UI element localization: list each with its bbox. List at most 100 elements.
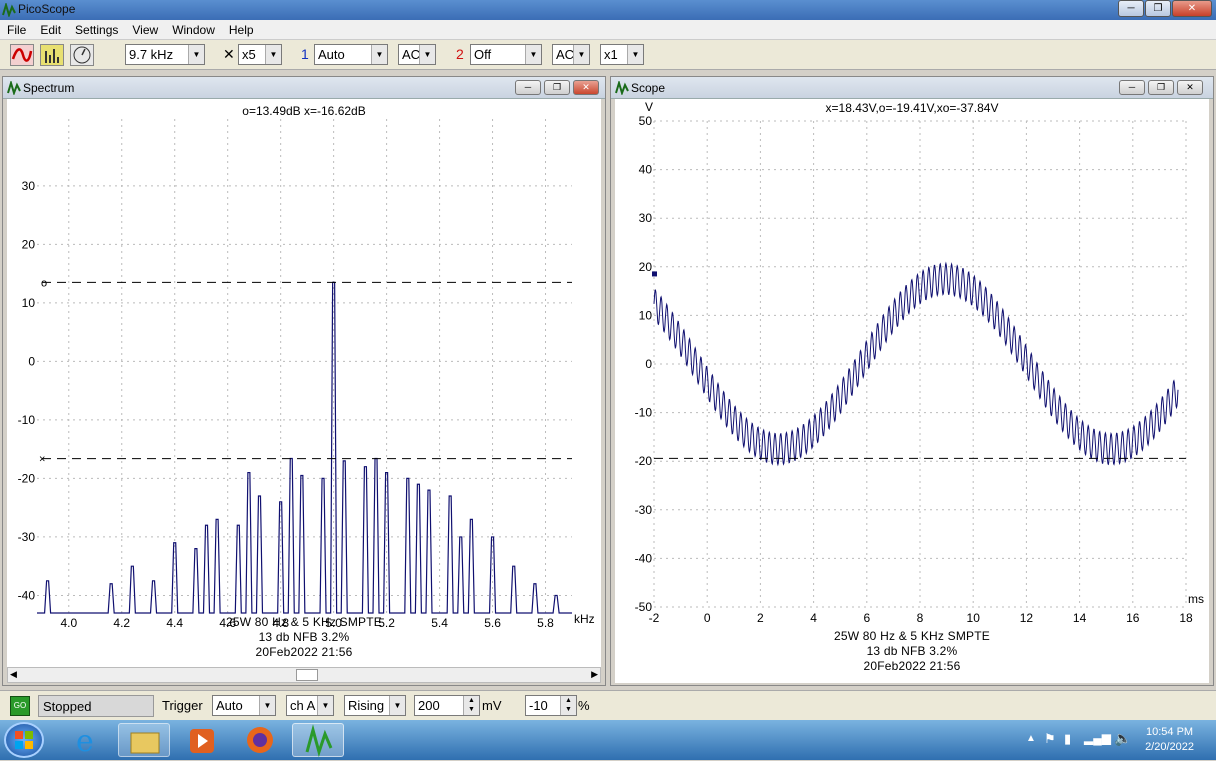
y-tick-label: -30: [635, 503, 653, 517]
ch1-range-select[interactable]: Auto ▼: [314, 44, 388, 65]
spectrum-bars-icon: [45, 49, 59, 63]
flag-icon[interactable]: ⚑: [1044, 731, 1056, 746]
scope-title: Scope: [631, 81, 666, 95]
x-tick-label: 0: [704, 611, 711, 625]
spinner-icon[interactable]: ▲ ▼: [463, 696, 479, 715]
ch2-mult-select[interactable]: x1 ▼: [600, 44, 644, 65]
spinner-icon[interactable]: ▲ ▼: [560, 696, 576, 715]
ch2-coupling-value: AC: [556, 47, 575, 62]
scope-readout: x=18.43V,o=-19.41V,xo=-37.84V: [825, 101, 999, 115]
menu-settings[interactable]: Settings: [75, 23, 119, 37]
chevron-down-icon: ▼: [627, 45, 643, 64]
menu-view[interactable]: View: [132, 23, 159, 37]
ch2-range-select[interactable]: Off ▼: [470, 44, 542, 65]
x-axis-unit: kHz: [574, 612, 595, 626]
toolbar: 9.7 kHz ▼ ✕ x5 ▼ 1 Auto ▼ AC ▼ 2 Off ▼ AC ▼ x1…: [0, 40, 1216, 70]
menu-edit[interactable]: Edit: [40, 23, 62, 37]
svg-text:e: e: [76, 724, 94, 757]
trigger-edge-select[interactable]: Rising ▼: [344, 695, 406, 716]
x-tick-label: 4.4: [166, 616, 183, 630]
taskbar-explorer[interactable]: [118, 723, 170, 757]
go-button[interactable]: GO: [10, 696, 30, 716]
spectrum-close-button[interactable]: ✕: [573, 80, 599, 95]
taskbar-media-player[interactable]: [176, 723, 228, 757]
trigger-mode-value: Auto: [216, 698, 243, 713]
spectrum-window: Spectrum ─ ❐ ✕ o=13.49dB x=-16.62dB 30 20…: [2, 76, 606, 686]
y-tick-label: 0: [645, 357, 652, 371]
spectrum-horizontal-scrollbar[interactable]: ◀ ▶: [7, 667, 601, 683]
system-tray: ▲ ⚑ ▮ ▂▄▆ 🔈 10:54 PM 2/20/2022: [996, 720, 1216, 760]
scope-restore-button[interactable]: ❐: [1148, 80, 1174, 95]
menu-bar: File Edit Settings View Window Help: [0, 20, 1216, 40]
trigger-delay-input[interactable]: -10 ▲ ▼: [525, 695, 577, 716]
y-tick-label: -10: [635, 406, 653, 420]
scope-plot-area[interactable]: x=18.43V,o=-19.41V,xo=-37.84V 50 40 30 20 10…: [615, 99, 1209, 683]
taskbar-firefox[interactable]: [234, 723, 286, 757]
x-tick-label: 5.2: [378, 616, 395, 630]
scope-close-button[interactable]: ✕: [1177, 80, 1203, 95]
clock[interactable]: 10:54 PM 2/20/2022: [1145, 725, 1194, 755]
spectrum-restore-button[interactable]: ❐: [544, 80, 570, 95]
scope-caption-line-2: 13 db NFB 3.2%: [866, 644, 958, 658]
x-tick-label: 12: [1020, 611, 1034, 625]
scroll-right-icon[interactable]: ▶: [591, 669, 598, 679]
chevron-down-icon: ▼: [371, 45, 387, 64]
ch2-range-value: Off: [474, 47, 492, 62]
x-tick-label: 2: [757, 611, 764, 625]
taskbar: e ▲ ⚑ ▮ ▂▄▆ 🔈 10:54 PM 2/20/2022: [0, 720, 1216, 760]
spectrum-readout: o=13.49dB x=-16.62dB: [242, 104, 366, 118]
start-button[interactable]: [4, 722, 44, 758]
timebase-select[interactable]: 9.7 kHz ▼: [125, 44, 205, 65]
menu-help[interactable]: Help: [228, 23, 254, 37]
ch1-coupling-value: AC: [402, 47, 421, 62]
trigger-delay-value: -10: [529, 698, 548, 713]
menu-file[interactable]: File: [7, 23, 27, 37]
spectrum-mode-button[interactable]: [40, 44, 64, 66]
scope-mode-button[interactable]: [10, 44, 34, 66]
gauge-icon: [73, 46, 91, 64]
taskbar-ie[interactable]: e: [60, 723, 112, 759]
trigger-channel-select[interactable]: ch A ▼: [286, 695, 334, 716]
x-axis-unit: ms: [1188, 592, 1204, 606]
menu-window[interactable]: Window: [172, 23, 215, 37]
x-tick-label: -2: [649, 611, 660, 625]
spectrum-plot-area[interactable]: o=13.49dB x=-16.62dB 30 20 10 0 -10 -20 -30 -40…: [7, 99, 601, 667]
scroll-left-icon[interactable]: ◀: [10, 669, 17, 679]
y-tick-label: -50: [635, 600, 653, 614]
show-hidden-icons-icon[interactable]: ▲: [1026, 733, 1036, 744]
spectrum-minimize-button[interactable]: ─: [515, 80, 541, 95]
scrollbar-thumb[interactable]: [296, 669, 318, 681]
ch2-mult-value: x1: [604, 47, 618, 62]
firefox-icon: [247, 727, 273, 753]
meter-mode-button[interactable]: [70, 44, 94, 66]
scope-caption-line-1: 25W 80 Hz & 5 KHz SMPTE: [834, 629, 990, 643]
restore-button[interactable]: ❐: [1145, 0, 1171, 17]
y-tick-label: 0: [28, 354, 35, 368]
y-tick-label: 10: [639, 308, 653, 322]
minimize-button[interactable]: ─: [1118, 0, 1144, 17]
spectrum-chart: 30 20 10 0 -10 -20 -30 -40 4.0 4.2 4.4 4.6 4.8 5.0 5.2…: [18, 119, 595, 630]
volume-icon[interactable]: 🔈: [1114, 730, 1132, 746]
ch2-coupling-select[interactable]: AC ▼: [552, 44, 590, 65]
scope-caption: 25W 80 Hz & 5 KHz SMPTE 13 db NFB 3.2% 2…: [615, 629, 1209, 674]
x-tick-label: 5.8: [537, 616, 554, 630]
app-titlebar: PicoScope ─ ❐ ✕: [0, 0, 1216, 20]
timebase-value: 9.7 kHz: [129, 47, 174, 62]
close-button[interactable]: ✕: [1172, 0, 1212, 17]
y-axis-unit: V: [645, 100, 653, 114]
taskbar-picoscope[interactable]: [292, 723, 344, 758]
battery-icon[interactable]: ▮: [1064, 731, 1072, 746]
multiplier-x-icon: ✕: [223, 46, 235, 62]
scope-minimize-button[interactable]: ─: [1119, 80, 1145, 95]
x-tick-label: 4.2: [113, 616, 130, 630]
chevron-down-icon: ▼: [389, 696, 405, 715]
network-icon[interactable]: ▂▄▆: [1084, 731, 1111, 745]
channel-1-label: 1: [301, 46, 309, 62]
chevron-down-icon: ▼: [259, 696, 275, 715]
trigger-mode-select[interactable]: Auto ▼: [212, 695, 276, 716]
trigger-level-input[interactable]: 200 ▲ ▼: [414, 695, 480, 716]
ch1-coupling-select[interactable]: AC ▼: [398, 44, 436, 65]
ch1-range-value: Auto: [318, 47, 345, 62]
multiplier-select[interactable]: x5 ▼: [238, 44, 282, 65]
